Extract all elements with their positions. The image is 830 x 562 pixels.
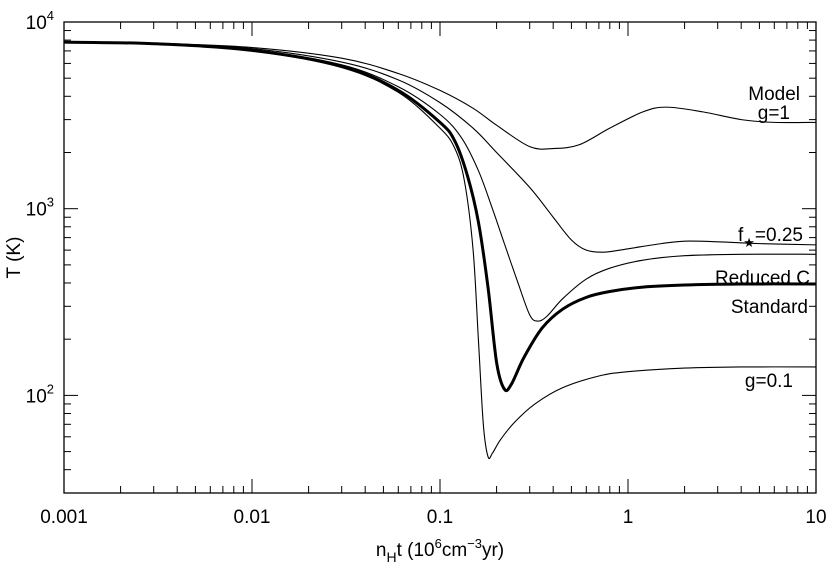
series-label-standard: Standard bbox=[731, 297, 808, 318]
y-tick-label: 104 bbox=[26, 8, 54, 34]
series-line-g-1 bbox=[63, 41, 817, 150]
series-label-g-0-1: g=0.1 bbox=[745, 371, 793, 392]
series-label-g-1: g=1 bbox=[758, 103, 790, 124]
series-label-reduced-c: Reduced C bbox=[715, 268, 810, 289]
x-tick-label: 1 bbox=[623, 507, 634, 528]
x-tick-label: 10 bbox=[805, 507, 826, 528]
series-line-standard bbox=[63, 40, 817, 393]
x-tick-label: 0.01 bbox=[234, 507, 271, 528]
plot-area bbox=[63, 21, 817, 494]
x-tick-label: 0.1 bbox=[427, 507, 453, 528]
series-label-f-0-25: f★=0.25 bbox=[738, 225, 803, 250]
axis-ticks bbox=[63, 21, 817, 494]
y-tick-label: 102 bbox=[26, 381, 54, 407]
series-line-f-0-25 bbox=[63, 41, 817, 253]
series-curves bbox=[63, 40, 817, 460]
x-tick-label: 0.001 bbox=[40, 507, 88, 528]
series-line-g-0-1 bbox=[63, 41, 817, 460]
plot-frame bbox=[63, 21, 817, 494]
x-axis-label: nHt (106cm−3yr) bbox=[376, 536, 504, 562]
series-line-reduced-c bbox=[63, 41, 817, 322]
legend-title: Model bbox=[748, 84, 800, 105]
y-axis-label: T (K) bbox=[4, 237, 25, 279]
y-tick-label: 103 bbox=[26, 195, 54, 221]
series-labels: g=1 f★=0.25 Reduced C Standard g=0.1 bbox=[715, 103, 810, 392]
tick-labels: 0.001 0.01 0.1 1 10 102 103 104 bbox=[26, 8, 827, 528]
